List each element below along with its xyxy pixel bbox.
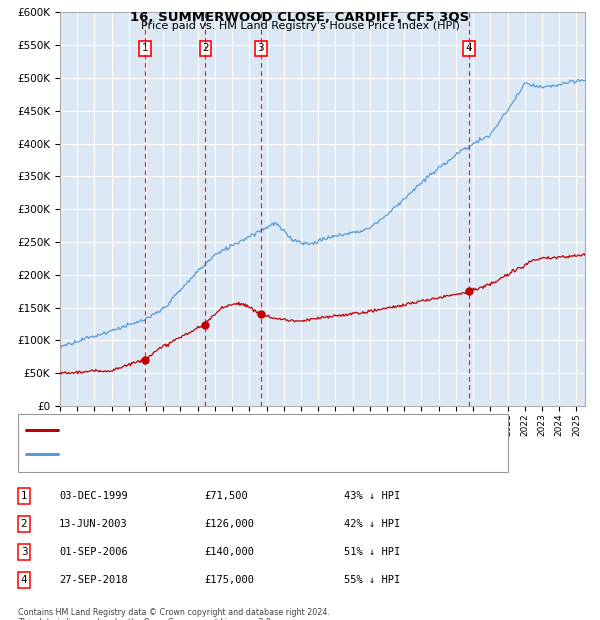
Text: 16, SUMMERWOOD CLOSE, CARDIFF, CF5 3QS (detached house): 16, SUMMERWOOD CLOSE, CARDIFF, CF5 3QS (… (64, 425, 378, 435)
Text: £126,000: £126,000 (204, 519, 254, 529)
Text: 1: 1 (142, 43, 148, 53)
Text: Price paid vs. HM Land Registry's House Price Index (HPI): Price paid vs. HM Land Registry's House … (140, 21, 460, 31)
Text: 2: 2 (20, 519, 28, 529)
Text: 27-SEP-2018: 27-SEP-2018 (59, 575, 128, 585)
Text: 01-SEP-2006: 01-SEP-2006 (59, 547, 128, 557)
Text: 16, SUMMERWOOD CLOSE, CARDIFF, CF5 3QS: 16, SUMMERWOOD CLOSE, CARDIFF, CF5 3QS (130, 11, 470, 24)
Text: 42% ↓ HPI: 42% ↓ HPI (344, 519, 400, 529)
Text: 2: 2 (202, 43, 209, 53)
Text: Contains HM Land Registry data © Crown copyright and database right 2024.
This d: Contains HM Land Registry data © Crown c… (18, 608, 330, 620)
Text: 3: 3 (20, 547, 28, 557)
Text: £175,000: £175,000 (204, 575, 254, 585)
Text: 1: 1 (20, 491, 28, 501)
Bar (18, 414, 508, 472)
Text: 55% ↓ HPI: 55% ↓ HPI (344, 575, 400, 585)
Text: £71,500: £71,500 (204, 491, 248, 501)
Text: 3: 3 (257, 43, 264, 53)
Text: 4: 4 (20, 575, 28, 585)
Text: HPI: Average price, detached house, Cardiff: HPI: Average price, detached house, Card… (64, 449, 277, 459)
Text: 4: 4 (466, 43, 472, 53)
Text: 51% ↓ HPI: 51% ↓ HPI (344, 547, 400, 557)
Text: 03-DEC-1999: 03-DEC-1999 (59, 491, 128, 501)
Text: 13-JUN-2003: 13-JUN-2003 (59, 519, 128, 529)
Text: 43% ↓ HPI: 43% ↓ HPI (344, 491, 400, 501)
Text: £140,000: £140,000 (204, 547, 254, 557)
